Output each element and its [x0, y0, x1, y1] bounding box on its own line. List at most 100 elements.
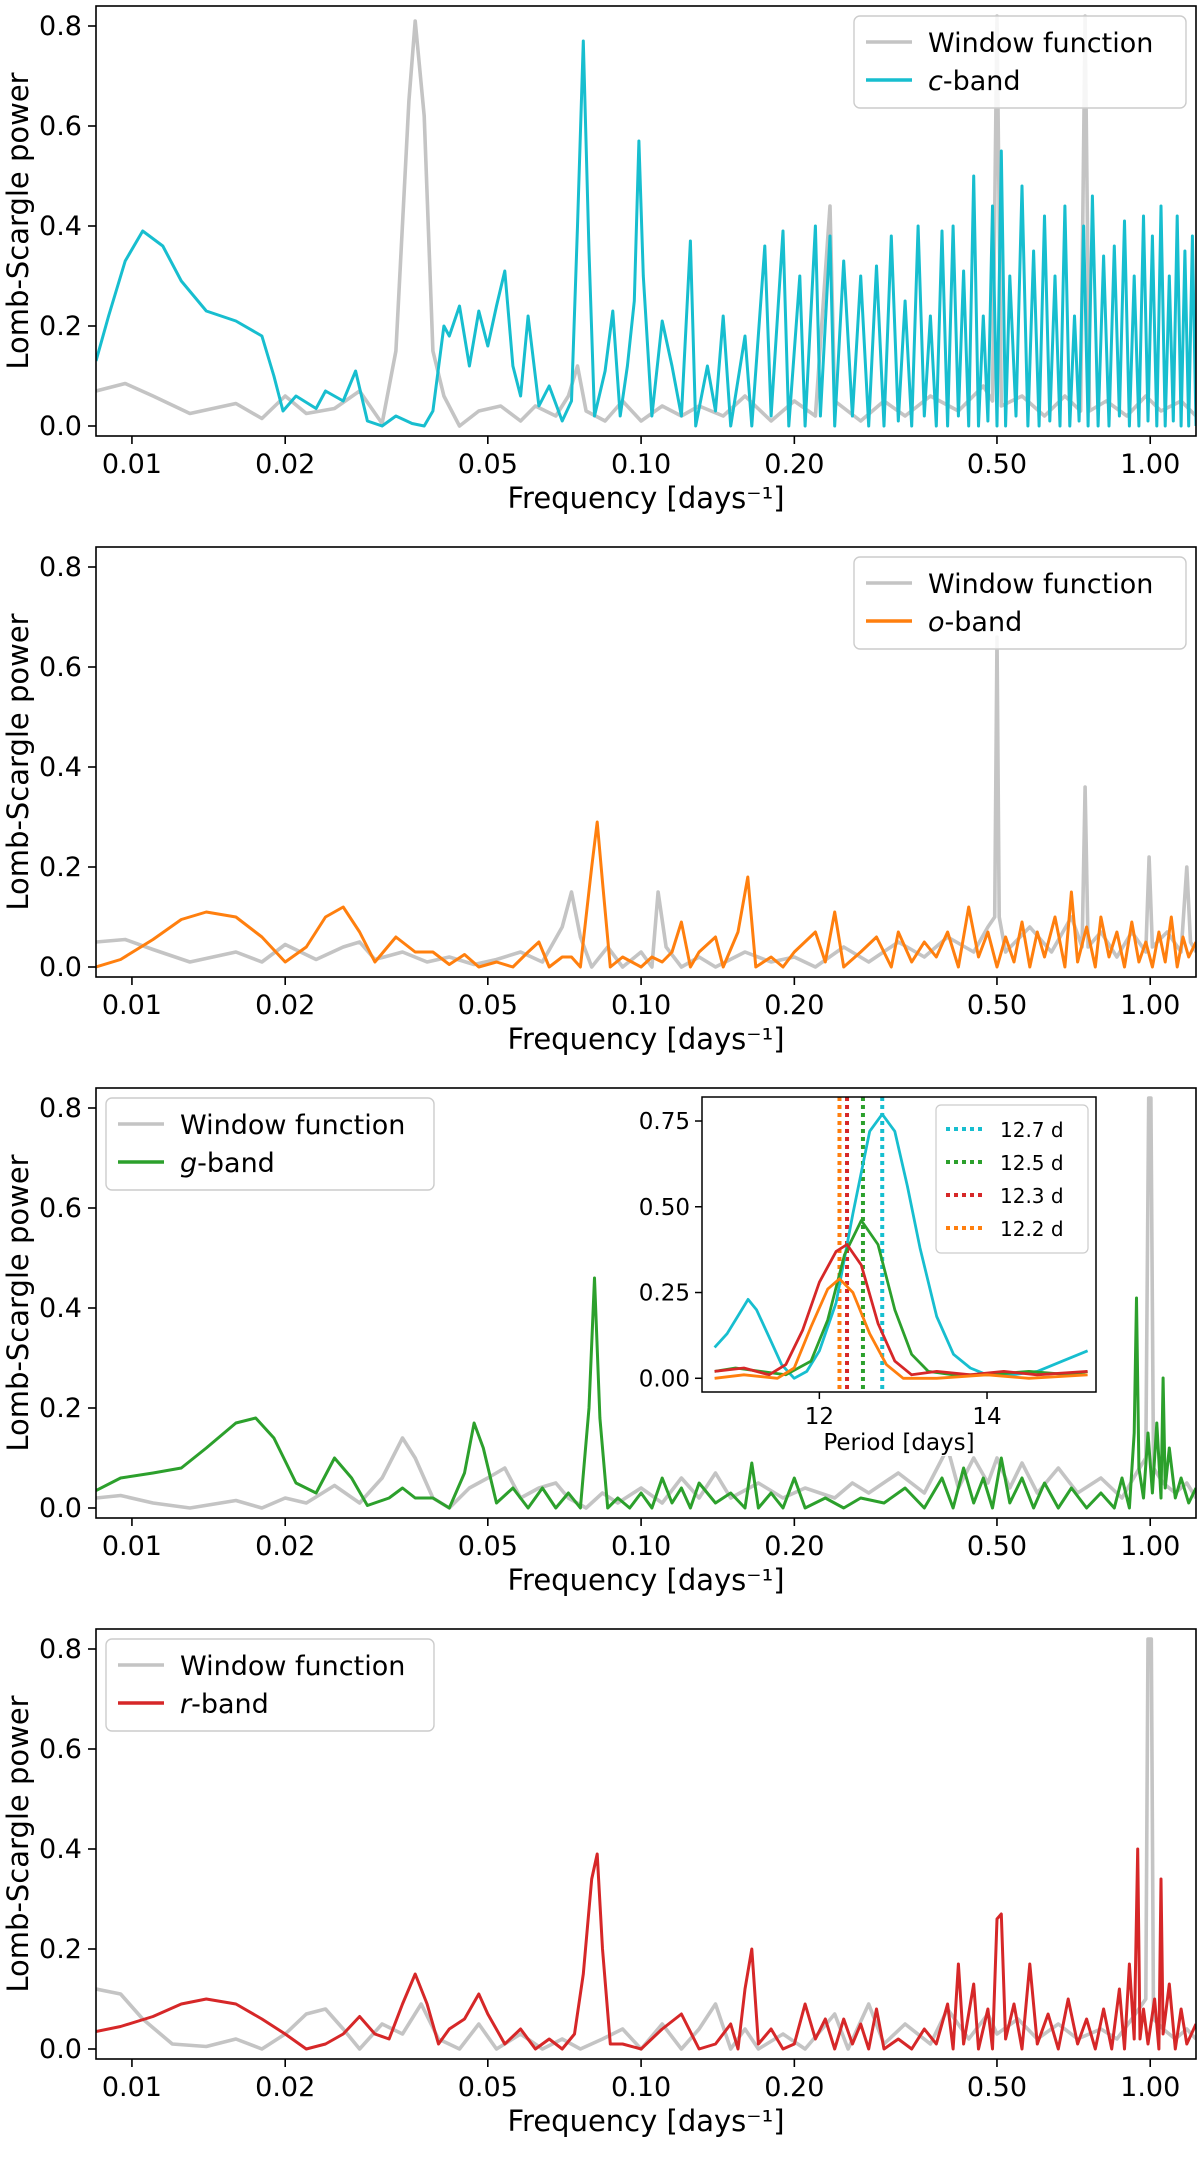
legend-box — [105, 1638, 435, 1732]
x-axis-label: Frequency [days⁻¹] — [507, 481, 784, 515]
plot-frame — [95, 1628, 1197, 2060]
y-tick-label: 0.4 — [39, 752, 82, 783]
x-tick-label: 0.10 — [611, 449, 671, 480]
y-axis-label: Lomb-Scargle power — [1, 613, 35, 910]
legend-entry-label: r-band — [180, 1689, 269, 1720]
x-tick-label: 1.00 — [1120, 2072, 1180, 2103]
y-tick-label: 0.4 — [39, 1293, 82, 1324]
x-tick-label: 0.01 — [102, 2072, 162, 2103]
series-group — [96, 1096, 1196, 1510]
inset-curve-g-band — [714, 1219, 1088, 1377]
legend-entry-label: g-band — [180, 1148, 275, 1179]
x-tick-label: 0.20 — [764, 2072, 824, 2103]
y-tick-label: 0.6 — [39, 652, 82, 683]
series-line-r-band — [96, 1847, 1196, 2051]
x-tick-label: 0.50 — [967, 1531, 1027, 1562]
legend-box — [105, 1097, 435, 1191]
y-tick-label: 0.2 — [39, 852, 82, 883]
legend: Window function c-band — [853, 15, 1187, 109]
y-tick-label: 0.0 — [39, 952, 82, 983]
inset-y-tick-label: 0.75 — [639, 1109, 690, 1135]
x-tick-label: 0.01 — [102, 449, 162, 480]
y-tick-label: 0.6 — [39, 1734, 82, 1765]
y-axis-label: Lomb-Scargle power — [1, 1154, 35, 1451]
x-axis-label: Frequency [days⁻¹] — [507, 1563, 784, 1597]
series-line-c-band — [96, 39, 1196, 428]
x-tick-label: 0.01 — [102, 990, 162, 1021]
x-tick-label: 0.05 — [458, 449, 518, 480]
y-tick-label: 0.2 — [39, 311, 82, 342]
legend-entry-label-letter: g — [180, 1148, 197, 1179]
inset-x-axis-label: Period [days] — [823, 1430, 974, 1456]
x-tick-label: 0.50 — [967, 990, 1027, 1021]
legend-entry-label-letter: c — [928, 66, 943, 97]
legend-entry-label-suffix: -band — [191, 1689, 269, 1720]
inset-legend: 12.7 d 12.5 d 12.3 d 12.2 d — [935, 1104, 1089, 1254]
inset-frame — [701, 1096, 1097, 1393]
legend-entry-label-letter: o — [928, 607, 945, 638]
x-tick-label: 0.01 — [102, 1531, 162, 1562]
series-line-window-function — [96, 1096, 1196, 1510]
x-tick-label: 0.50 — [967, 2072, 1027, 2103]
series-group — [96, 635, 1196, 969]
legend-entry-label: Window function — [928, 569, 1153, 600]
inset-legend-label: 12.2 d — [1000, 1217, 1064, 1241]
series-group — [96, 1637, 1196, 2051]
panel-r-band: 0.01 0.02 0.05 0.10 0.20 0.50 1.00 0.0 0.2 0.4 0.6… — [1, 1628, 1197, 2138]
y-tick-label: 0.6 — [39, 1193, 82, 1224]
series-line-o-band — [96, 820, 1196, 969]
y-tick-label: 0.8 — [39, 552, 82, 583]
x-tick-label: 1.00 — [1120, 990, 1180, 1021]
legend: Window function o-band — [853, 556, 1187, 650]
legend: Window function r-band — [105, 1638, 435, 1732]
y-tick-label: 0.8 — [39, 1634, 82, 1665]
legend-entry-label: Window function — [180, 1651, 405, 1682]
legend-box — [853, 556, 1187, 650]
x-tick-label: 0.02 — [255, 449, 315, 480]
legend-entry-label-suffix: -band — [945, 607, 1023, 638]
series-group — [96, 14, 1196, 428]
x-tick-label: 0.05 — [458, 990, 518, 1021]
inset-curve-r-band — [714, 1243, 1088, 1377]
inset-legend-label: 12.3 d — [1000, 1184, 1064, 1208]
y-tick-label: 0.6 — [39, 111, 82, 142]
inset-y-tick-label: 0.50 — [639, 1195, 690, 1221]
y-axis-label: Lomb-Scargle power — [1, 72, 35, 369]
y-tick-label: 0.2 — [39, 1934, 82, 1965]
y-tick-label: 0.8 — [39, 1093, 82, 1124]
y-tick-label: 0.0 — [39, 1493, 82, 1524]
legend-entry-label: o-band — [928, 607, 1022, 638]
x-axis-label: Frequency [days⁻¹] — [507, 2104, 784, 2138]
x-tick-label: 0.20 — [764, 1531, 824, 1562]
y-tick-label: 0.4 — [39, 1834, 82, 1865]
inset-x-tick-label: 12 — [805, 1404, 834, 1430]
x-tick-label: 0.10 — [611, 1531, 671, 1562]
series-line-window-function — [96, 14, 1196, 428]
plot-frame — [95, 5, 1197, 437]
legend-entry-label: Window function — [180, 1110, 405, 1141]
y-tick-label: 0.8 — [39, 11, 82, 42]
legend-box — [853, 15, 1187, 109]
series-line-window-function — [96, 635, 1196, 969]
y-tick-label: 0.0 — [39, 2034, 82, 2065]
x-tick-label: 0.10 — [611, 990, 671, 1021]
plot-frame — [95, 1087, 1197, 1519]
legend-entry-label-suffix: -band — [197, 1148, 275, 1179]
y-tick-label: 0.2 — [39, 1393, 82, 1424]
plot-frame — [95, 546, 1197, 978]
legend: Window function g-band — [105, 1097, 435, 1191]
panel-g-band: 0.01 0.02 0.05 0.10 0.20 0.50 1.00 0.0 0.2 0.4 0.6… — [1, 1087, 1197, 1597]
inset-legend-label: 12.5 d — [1000, 1151, 1064, 1175]
inset-legend-box — [935, 1104, 1089, 1254]
inset-x-tick-label: 14 — [972, 1404, 1001, 1430]
x-tick-label: 0.20 — [764, 990, 824, 1021]
x-tick-label: 0.20 — [764, 449, 824, 480]
x-tick-label: 1.00 — [1120, 1531, 1180, 1562]
y-axis-label: Lomb-Scargle power — [1, 1695, 35, 1992]
panel-c-band: 0.01 0.02 0.05 0.10 0.20 0.50 1.00 0.0 0.2 0.4 0.6… — [1, 5, 1197, 515]
x-tick-label: 0.05 — [458, 1531, 518, 1562]
series-line-g-band — [96, 1276, 1196, 1510]
inset-legend-label: 12.7 d — [1000, 1118, 1064, 1142]
